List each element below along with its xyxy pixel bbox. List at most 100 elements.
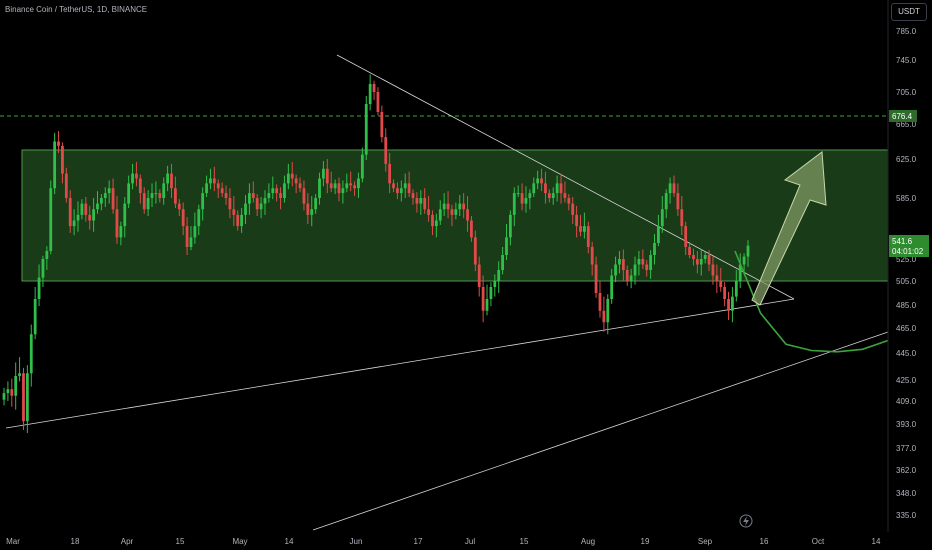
candle-body: [337, 183, 341, 194]
candle-body: [290, 173, 294, 179]
candle-body: [738, 264, 742, 281]
candle-body: [680, 209, 684, 227]
candle-body: [92, 209, 95, 221]
candle-body: [618, 259, 621, 265]
candle-body: [703, 255, 707, 259]
x-tick-label: Jul: [465, 537, 475, 546]
candle-body: [419, 198, 423, 204]
candle-body: [181, 209, 185, 227]
candle-body: [193, 226, 197, 238]
candle-body: [111, 188, 115, 210]
candle-body: [544, 183, 547, 194]
candle-body: [314, 198, 318, 210]
candle-body: [625, 270, 629, 281]
candle-body: [14, 375, 18, 396]
candle-body: [37, 277, 41, 299]
currency-button[interactable]: USDT: [891, 3, 927, 21]
candle-body: [240, 214, 244, 227]
support-resistance-zone: [21, 149, 889, 282]
candle-body: [672, 183, 676, 194]
x-tick-label: Jun: [350, 537, 363, 546]
candle-body: [380, 112, 384, 138]
candle-body: [692, 255, 695, 259]
candle-body: [162, 183, 166, 198]
candle-body: [614, 264, 617, 276]
candle-body: [84, 203, 88, 215]
y-tick-label: 625.0: [896, 155, 917, 164]
candle-body: [664, 193, 668, 210]
y-tick-label: 409.0: [896, 397, 917, 406]
countdown-label: 04:01:02: [892, 247, 924, 256]
candle-body: [411, 193, 415, 198]
candle-body: [742, 256, 746, 265]
candle-body: [598, 293, 602, 311]
candle-body: [177, 203, 181, 210]
candle-body: [353, 185, 356, 189]
candle-body: [399, 188, 403, 194]
candle-body: [633, 264, 637, 276]
candle-body: [220, 188, 224, 194]
candle-body: [205, 183, 208, 194]
candle-body: [575, 214, 579, 227]
candle-body: [255, 198, 259, 210]
candle-body: [555, 183, 559, 194]
current-price-tag: [889, 235, 929, 257]
candle-body: [267, 193, 271, 198]
y-tick-label: 785.0: [896, 27, 917, 36]
candle-body: [684, 226, 688, 247]
x-tick-label: Sep: [698, 537, 713, 546]
candle-body: [392, 183, 395, 189]
candle-body: [594, 264, 598, 293]
candle-body: [364, 104, 368, 155]
candle-body: [197, 209, 201, 227]
candle-body: [68, 198, 72, 227]
candle-body: [676, 193, 680, 210]
candle-body: [746, 245, 750, 257]
x-tick-label: Oct: [812, 537, 825, 546]
candle-body: [727, 299, 730, 311]
candle-body: [407, 183, 411, 194]
candle-body: [251, 193, 255, 198]
time-axis[interactable]: Mar 18 Apr 15 May 14 Jun 17 Jul 15 Aug 19 Sep 16 Oct 14: [6, 537, 881, 546]
candle-body: [271, 188, 275, 194]
candle-body: [547, 193, 551, 198]
candle-body: [333, 183, 337, 189]
candle-body: [286, 173, 290, 184]
candle-body: [138, 178, 142, 194]
y-tick-label: 525.0: [896, 255, 917, 264]
candle-body: [516, 193, 520, 195]
candle-body: [123, 203, 127, 227]
y-tick-label: 393.0: [896, 420, 917, 429]
candle-body: [466, 209, 469, 221]
candle-body: [99, 198, 103, 204]
candle-body: [610, 275, 614, 299]
x-tick-label: 18: [71, 537, 80, 546]
y-tick-label: 348.0: [896, 489, 917, 498]
candle-body: [699, 259, 703, 265]
candle-body: [493, 281, 497, 287]
candle-body: [540, 178, 543, 184]
candle-body: [209, 178, 212, 184]
lightning-icon[interactable]: [739, 514, 753, 528]
candle-body: [150, 193, 154, 198]
price-axis[interactable]: 785.0 745.0 705.0 665.0 625.0 585.0 525.0 505.0…: [896, 27, 917, 520]
candle-body: [127, 183, 131, 204]
candle-body: [61, 145, 64, 174]
candle-body: [454, 209, 458, 215]
candle-body: [322, 168, 325, 179]
candle-body: [532, 183, 536, 194]
upper-wedge-trendline: [336, 54, 795, 300]
y-tick-label: 425.0: [896, 376, 917, 385]
candle-body: [80, 203, 84, 215]
candle-body: [302, 188, 306, 204]
candle-body: [2, 393, 6, 400]
candle-body: [259, 203, 263, 210]
candle-body: [524, 198, 528, 204]
candle-body: [158, 193, 162, 198]
candle-body: [653, 243, 656, 255]
y-tick-label: 335.0: [896, 511, 917, 520]
candle-body: [349, 183, 353, 186]
candle-body: [388, 163, 392, 184]
